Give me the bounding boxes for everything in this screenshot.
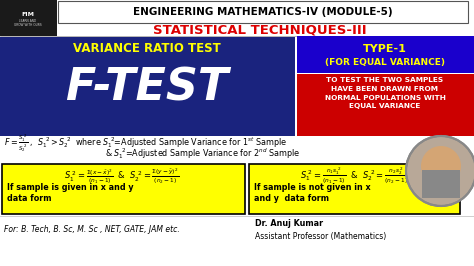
- Text: Assistant Professor (Mathematics): Assistant Professor (Mathematics): [255, 231, 386, 240]
- Circle shape: [421, 146, 461, 186]
- FancyBboxPatch shape: [297, 36, 474, 73]
- Text: & $S_1^{\ 2}$=Adjusted Sample Variance for 2$^{nd}$ Sample: & $S_1^{\ 2}$=Adjusted Sample Variance f…: [105, 147, 300, 161]
- Text: LEARN AND
GROW WITH OURS: LEARN AND GROW WITH OURS: [14, 19, 42, 27]
- Text: If sample is not given in x
and y  data form: If sample is not given in x and y data f…: [254, 182, 371, 203]
- FancyBboxPatch shape: [297, 74, 474, 136]
- FancyBboxPatch shape: [2, 164, 245, 214]
- Text: TO TEST THE TWO SAMPLES
HAVE BEEN DRAWN FROM
NORMAL POPULATIONS WITH
EQUAL VARIA: TO TEST THE TWO SAMPLES HAVE BEEN DRAWN …: [325, 77, 446, 109]
- FancyBboxPatch shape: [58, 1, 468, 23]
- Text: If sample is given in x and y
data form: If sample is given in x and y data form: [7, 182, 134, 203]
- Circle shape: [406, 136, 474, 206]
- FancyBboxPatch shape: [422, 170, 460, 198]
- Text: FIM: FIM: [21, 13, 35, 18]
- FancyBboxPatch shape: [0, 0, 57, 36]
- Text: STATISTICAL TECHNIQUES-III: STATISTICAL TECHNIQUES-III: [153, 23, 367, 36]
- FancyBboxPatch shape: [249, 164, 460, 214]
- FancyBboxPatch shape: [0, 37, 295, 136]
- Text: ENGINEERING MATHEMATICS-IV (MODULE-5): ENGINEERING MATHEMATICS-IV (MODULE-5): [133, 7, 393, 17]
- Text: For: B. Tech, B. Sc, M. Sc , NET, GATE, JAM etc.: For: B. Tech, B. Sc, M. Sc , NET, GATE, …: [4, 226, 180, 235]
- Text: F-TEST: F-TEST: [65, 66, 228, 110]
- Text: $S_1^{\ 2} = \frac{\Sigma(x-\bar{x})^2}{(n_1-1)}$  &  $S_2^{\ 2} = \frac{\Sigma(: $S_1^{\ 2} = \frac{\Sigma(x-\bar{x})^2}{…: [64, 166, 180, 186]
- Text: Dr. Anuj Kumar: Dr. Anuj Kumar: [255, 218, 323, 227]
- Text: (FOR EQUAL VARIANCE): (FOR EQUAL VARIANCE): [325, 57, 445, 66]
- Text: TYPE-1: TYPE-1: [363, 44, 407, 54]
- Text: VARIANCE RATIO TEST: VARIANCE RATIO TEST: [73, 41, 221, 55]
- Text: $F = \frac{S_1^{\ 2}}{S_2^{\ 2}}$ ,  $S_1^{\ 2} > S_2^{\ 2}$  where $S_1^{\ 2}$=: $F = \frac{S_1^{\ 2}}{S_2^{\ 2}}$ , $S_1…: [4, 132, 287, 154]
- Text: $S_1^{\ 2} = \frac{n_1 s_1^{\ 2}}{(n_1-1)}$  &  $S_2^{\ 2} = \frac{n_2 s_2^{\ 2}: $S_1^{\ 2} = \frac{n_1 s_1^{\ 2}}{(n_1-1…: [300, 166, 408, 186]
